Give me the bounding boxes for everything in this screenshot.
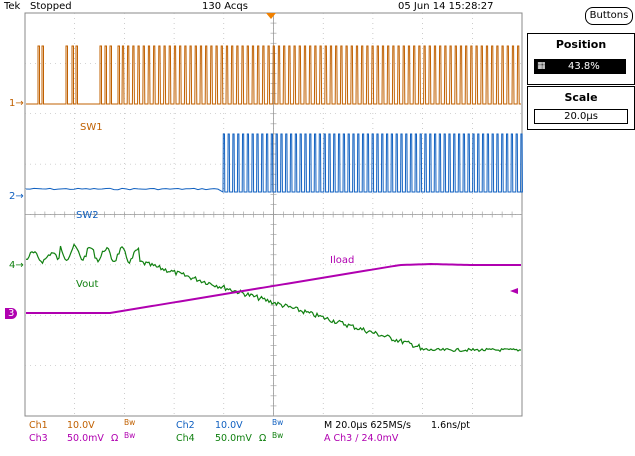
ch3-marker-label: 3 — [8, 308, 15, 319]
ch4-bw: Bw — [272, 431, 284, 440]
acquisition-count: 130 Acqs — [202, 1, 248, 12]
position-panel[interactable]: Position ▦ 43.8% — [527, 33, 635, 85]
position-value: 43.8% — [568, 61, 600, 72]
run-state: Stopped — [30, 1, 72, 12]
scale-panel[interactable]: Scale 20.0μs — [527, 86, 635, 130]
ch4-ohm: Ω — [259, 433, 267, 444]
ch4-marker[interactable]: 4→ — [9, 260, 24, 271]
ch1-label: Ch1 — [29, 420, 48, 431]
buttons-label: Buttons — [589, 10, 629, 21]
trigger-position-marker[interactable] — [266, 13, 276, 19]
ch3-trace — [26, 263, 521, 314]
ch3-label: Ch3 — [29, 433, 48, 444]
sw1-label: SW1 — [80, 122, 103, 133]
timebase: M 20.0μs 625MS/s — [324, 420, 411, 431]
scale-field[interactable]: 20.0μs — [534, 109, 628, 124]
position-field[interactable]: ▦ 43.8% — [534, 59, 626, 74]
ch1-scale: 10.0V — [67, 420, 95, 431]
position-knob-icon: ▦ — [537, 61, 546, 71]
scale-value: 20.0μs — [564, 111, 598, 122]
ch2-label: Ch2 — [176, 420, 195, 431]
ch2-marker-label: 2 — [9, 191, 16, 202]
ch4-scale: 50.0mV — [215, 433, 252, 444]
ch3-scale: 50.0mV — [67, 433, 104, 444]
sw2-label: SW2 — [76, 210, 99, 221]
vout-label: Vout — [76, 279, 99, 290]
ch3-ohm: Ω — [111, 433, 119, 444]
ch2-trace — [25, 133, 523, 193]
iload-label: Iload — [330, 255, 355, 266]
ch1-bw: Bw — [124, 418, 136, 427]
ch4-label: Ch4 — [176, 433, 195, 444]
ch1-marker-label: 1 — [9, 98, 16, 109]
datetime: 05 Jun 14 15:28:27 — [398, 1, 494, 12]
scale-title: Scale — [564, 91, 598, 104]
ch1-trace — [26, 45, 521, 105]
resolution: 1.6ns/pt — [431, 420, 471, 431]
brand-label: Tek — [4, 1, 21, 12]
trigger-setting: A Ch3 ∕ 24.0mV — [324, 433, 399, 444]
position-title: Position — [555, 38, 607, 51]
ch4-marker-label: 4 — [9, 260, 16, 271]
trigger-level-marker[interactable] — [510, 288, 518, 294]
ch3-marker[interactable]: 3 — [5, 308, 18, 319]
ch4-trace — [25, 243, 522, 353]
buttons-button[interactable]: Buttons — [585, 7, 633, 25]
ch1-marker[interactable]: 1→ — [9, 98, 24, 109]
ch3-bw: Bw — [124, 431, 136, 440]
ch2-bw: Bw — [272, 418, 284, 427]
ch2-marker[interactable]: 2→ — [9, 191, 24, 202]
ch2-scale: 10.0V — [215, 420, 243, 431]
